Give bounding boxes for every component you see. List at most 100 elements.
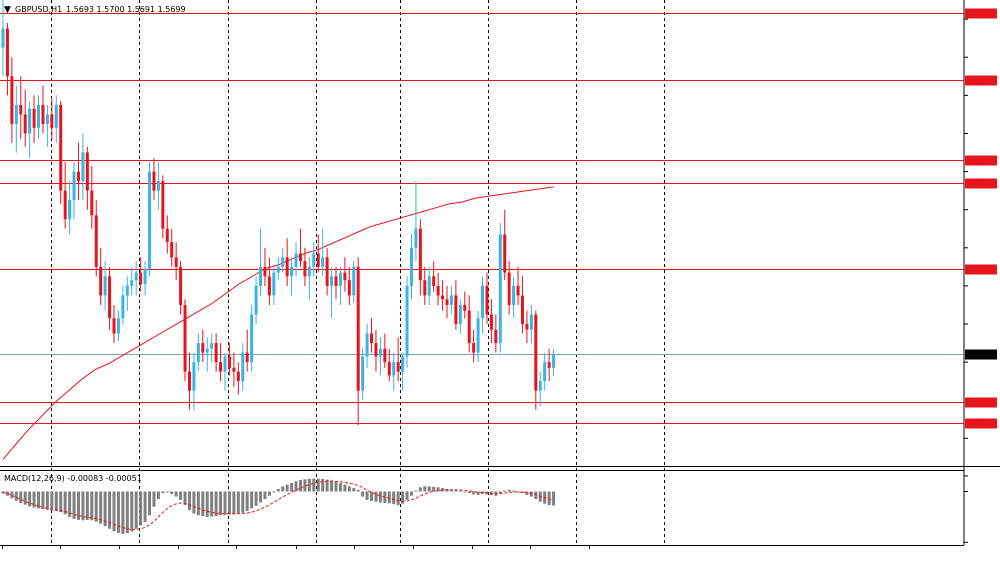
candle [396,337,400,382]
macd-histogram-bar [374,491,378,502]
candle-body [90,190,94,216]
candle [63,162,67,229]
candle [196,333,200,372]
candle [534,310,538,410]
macd-histogram-bar [236,491,240,514]
candle-body [19,104,23,115]
candle [165,215,169,254]
level-lines[interactable] [0,13,964,424]
candle [489,299,493,344]
macd-histogram-bar [59,491,63,513]
candle-body [201,343,205,353]
candle-body [356,266,360,391]
macd-histogram-bar [23,491,27,505]
candle-body [312,253,316,267]
candle [503,209,507,281]
candle [290,257,294,296]
candle [334,266,338,300]
candle-body [378,348,382,357]
macd-histogram-bar [179,491,183,500]
candle-body [10,76,14,124]
candle [463,291,467,319]
macd-histogram-bar [498,491,502,494]
candle [54,95,58,143]
macd-histogram-bar [90,491,94,521]
candle [321,228,325,277]
candle-body [423,280,427,296]
candle [10,57,14,143]
candle-body [414,228,418,248]
current-price-tag [965,349,997,360]
candle [281,247,285,273]
candle [485,272,489,325]
macd-histogram-bar [245,491,249,511]
level-labels [965,8,997,429]
candle [130,266,134,296]
candle-body [472,343,476,353]
macd-histogram-bar [130,491,134,532]
candle-body [290,266,294,277]
candle-body [152,171,156,191]
candle-body [529,314,533,330]
candle [201,329,205,363]
candle-body [245,352,249,363]
macd-histogram-bar [72,491,76,519]
candle [374,329,378,372]
macd-histogram-bar [330,480,334,492]
candle [432,261,436,292]
candle-body [148,171,152,269]
candle-body [254,285,258,315]
candle-body [383,348,387,363]
candle-body [236,371,240,382]
symbol-label: GBPUSD,H1 [15,5,62,14]
candle [276,257,280,281]
candle [254,276,258,325]
candle [41,85,45,134]
candle-body [307,266,311,277]
candle-body [303,261,307,277]
candle [205,337,209,372]
candle-body [285,257,289,277]
candle [370,318,374,353]
macd-histogram-bar [165,491,169,493]
candle-body [520,295,524,325]
candle-body [516,285,520,296]
candle-body [281,257,285,267]
macd-histogram-bar [263,491,267,500]
candle-body [547,362,551,368]
macd-histogram-bar [219,491,223,516]
candle-body [227,356,231,368]
macd-histogram-bar [76,491,80,520]
candle [50,99,54,140]
macd-histogram-bar [476,491,480,495]
macd-histogram-bar [312,478,316,492]
macd-histogram-bar [196,491,200,516]
candle [427,266,431,305]
candle [547,348,551,382]
chart-menu-arrow-icon[interactable]: ▼ [4,5,11,15]
macd-histogram-bar [227,491,231,515]
candle-body [85,152,89,191]
candle-body [361,356,365,391]
candle-body [108,276,112,319]
candle [94,200,98,277]
candle [538,371,542,406]
candle-body [125,285,129,296]
candle [392,352,396,391]
macd-histogram-bar [28,491,32,507]
candle-body [59,104,63,191]
level-price-tag [965,155,997,166]
macd-histogram-bar [10,491,14,499]
candle-body [54,104,58,128]
macd-histogram-bar [152,491,156,507]
macd-histogram-bar [210,491,214,517]
macd-layer [1,478,556,534]
candle [116,310,120,342]
candle [498,223,502,353]
candle-body [99,266,103,296]
candle [312,242,316,277]
candle-body [116,318,120,334]
macd-histogram-bar [503,490,507,492]
